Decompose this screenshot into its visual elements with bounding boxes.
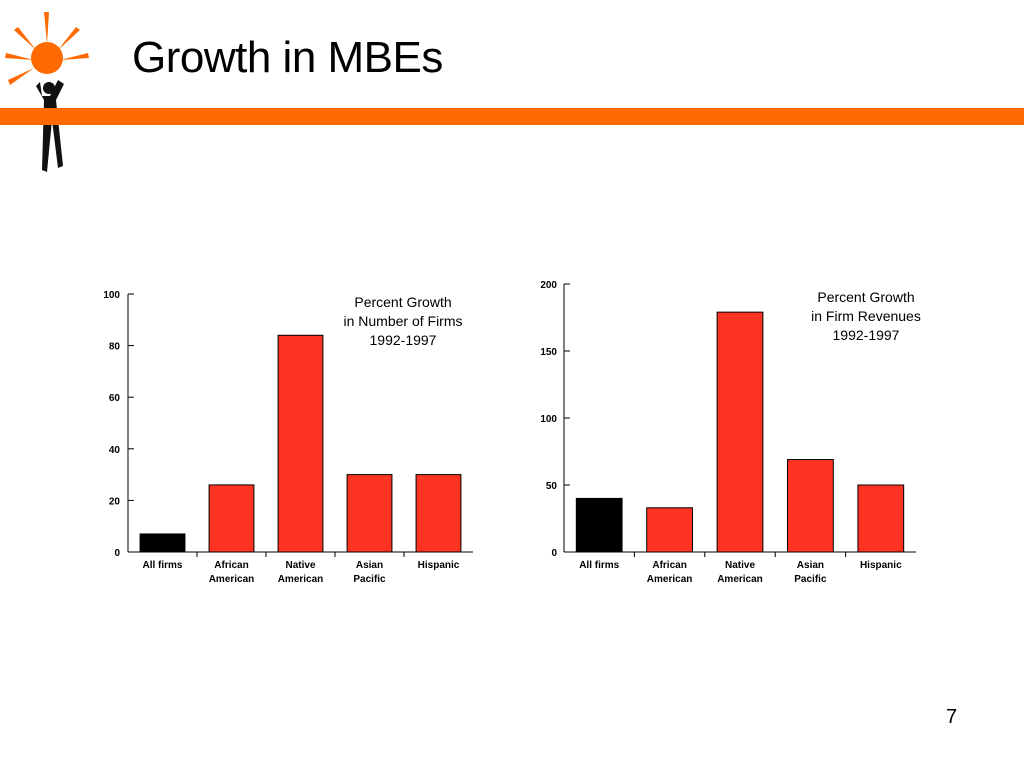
category-label: American [209, 574, 255, 585]
category-label: American [647, 574, 693, 585]
chart-title: 1992-1997 [370, 332, 437, 348]
category-label: All firms [579, 560, 619, 571]
chart-title: Percent Growth [354, 294, 451, 310]
category-label: Native [725, 560, 755, 571]
bar-chart-1: 0 20 40 60 80 100 All firms African American Nati… [103, 290, 473, 585]
bar [139, 533, 186, 553]
bar [415, 474, 462, 553]
category-label: Asian [356, 560, 383, 571]
accent-bar [0, 108, 1024, 125]
category-label: American [278, 574, 324, 585]
sun-person-logo-icon [5, 12, 89, 172]
bar [646, 507, 693, 553]
category-label: African [652, 560, 686, 571]
category-label: All firms [142, 560, 182, 571]
y-tick-label: 200 [540, 280, 557, 291]
chart-title: in Firm Revenues [811, 308, 921, 324]
y-tick-label: 0 [114, 548, 120, 559]
bar-chart-2: 0 50 100 150 200 All firms African American Nati… [540, 280, 921, 585]
y-tick-label: 0 [551, 548, 557, 559]
chart-title: in Number of Firms [343, 313, 462, 329]
category-label: Asian [797, 560, 824, 571]
bar [277, 334, 324, 553]
y-tick-label: 50 [546, 481, 558, 492]
y-tick-label: 20 [109, 496, 121, 507]
category-label: Hispanic [418, 560, 460, 571]
y-tick-label: 40 [109, 445, 121, 456]
category-label: Native [285, 560, 315, 571]
category-label: Pacific [353, 574, 386, 585]
y-tick-label: 60 [109, 393, 121, 404]
bar [346, 474, 393, 553]
y-tick-label: 150 [540, 347, 557, 358]
bar [575, 497, 623, 553]
bar [787, 459, 834, 553]
chart-title: 1992-1997 [833, 327, 900, 343]
page-number: 7 [946, 706, 958, 728]
y-tick-label: 100 [103, 290, 120, 301]
category-label: Pacific [794, 574, 827, 585]
category-label: African [214, 560, 248, 571]
bar [857, 484, 905, 553]
chart-title: Percent Growth [817, 289, 914, 305]
category-label: Hispanic [860, 560, 902, 571]
bar [208, 484, 255, 553]
y-tick-label: 80 [109, 342, 121, 353]
y-tick-label: 100 [540, 414, 557, 425]
bar [716, 311, 764, 553]
slide-title: Growth in MBEs [132, 33, 443, 82]
category-label: American [717, 574, 763, 585]
